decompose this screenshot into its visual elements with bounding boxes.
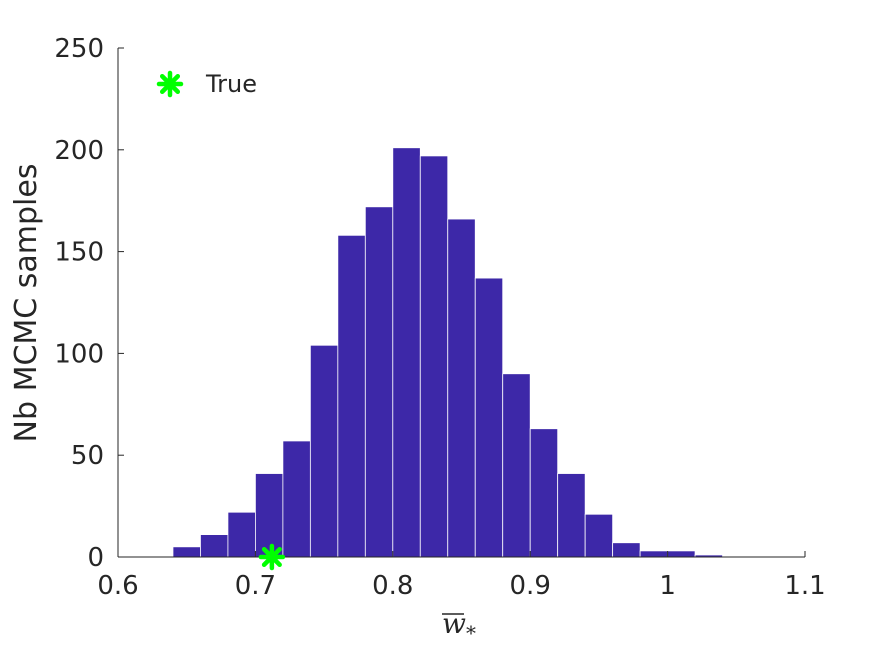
histogram-bar — [392, 147, 421, 558]
asterisk-stroke — [261, 546, 282, 568]
x-axis-label: w * — [442, 607, 476, 645]
y-axis-label: Nb MCMC samples — [9, 164, 44, 443]
histogram-bar — [667, 550, 696, 558]
legend-entry-true: True — [205, 70, 257, 98]
histogram-bar — [557, 473, 586, 558]
legend: True — [156, 70, 257, 98]
histogram-bar — [474, 277, 504, 558]
histogram-bar — [227, 511, 256, 558]
x-tick-label: 0.8 — [372, 571, 413, 601]
histogram-bar — [584, 513, 614, 558]
true-value-marker-layer — [258, 543, 286, 571]
histogram-bar — [254, 473, 284, 558]
x-tick-label: 0.7 — [235, 571, 276, 601]
y-tick-label: 250 — [54, 34, 104, 64]
asterisk-stroke — [159, 73, 181, 95]
plot-axes — [117, 48, 805, 558]
histogram-bar — [639, 550, 668, 558]
histogram-bar — [612, 542, 641, 558]
histogram-bar — [529, 428, 559, 558]
x-tick-label: 0.6 — [97, 571, 138, 601]
histogram-bar — [502, 373, 531, 558]
histogram-bar — [364, 206, 394, 558]
histogram-bar — [337, 234, 366, 558]
y-axis-ticks: 0 50 100 150 200 250 — [54, 34, 124, 573]
histogram-bar — [419, 155, 449, 558]
x-axis-ticks: 0.6 0.7 0.8 0.9 1 1.1 — [97, 551, 826, 601]
histogram-bar — [200, 534, 229, 558]
y-tick-label: 50 — [71, 441, 104, 471]
x-tick-label: 0.9 — [510, 571, 551, 601]
x-axis-label-subscript: * — [466, 621, 476, 645]
histogram-bar — [172, 546, 201, 558]
x-axis-label-symbol: w — [442, 607, 466, 640]
y-tick-label: 100 — [54, 339, 104, 369]
x-tick-label: 1.1 — [784, 571, 825, 601]
histogram-bar — [447, 218, 476, 558]
histogram-bars — [117, 147, 806, 559]
histogram-bar — [282, 440, 311, 558]
y-tick-label: 0 — [87, 543, 104, 573]
x-tick-label: 1 — [659, 571, 676, 601]
y-tick-label: 200 — [54, 136, 104, 166]
histogram-bar — [309, 344, 339, 558]
legend-asterisk-marker — [156, 70, 184, 98]
asterisk-marker-icon — [258, 543, 286, 571]
y-tick-label: 150 — [54, 238, 104, 268]
legend-asterisk-icon — [156, 70, 184, 98]
